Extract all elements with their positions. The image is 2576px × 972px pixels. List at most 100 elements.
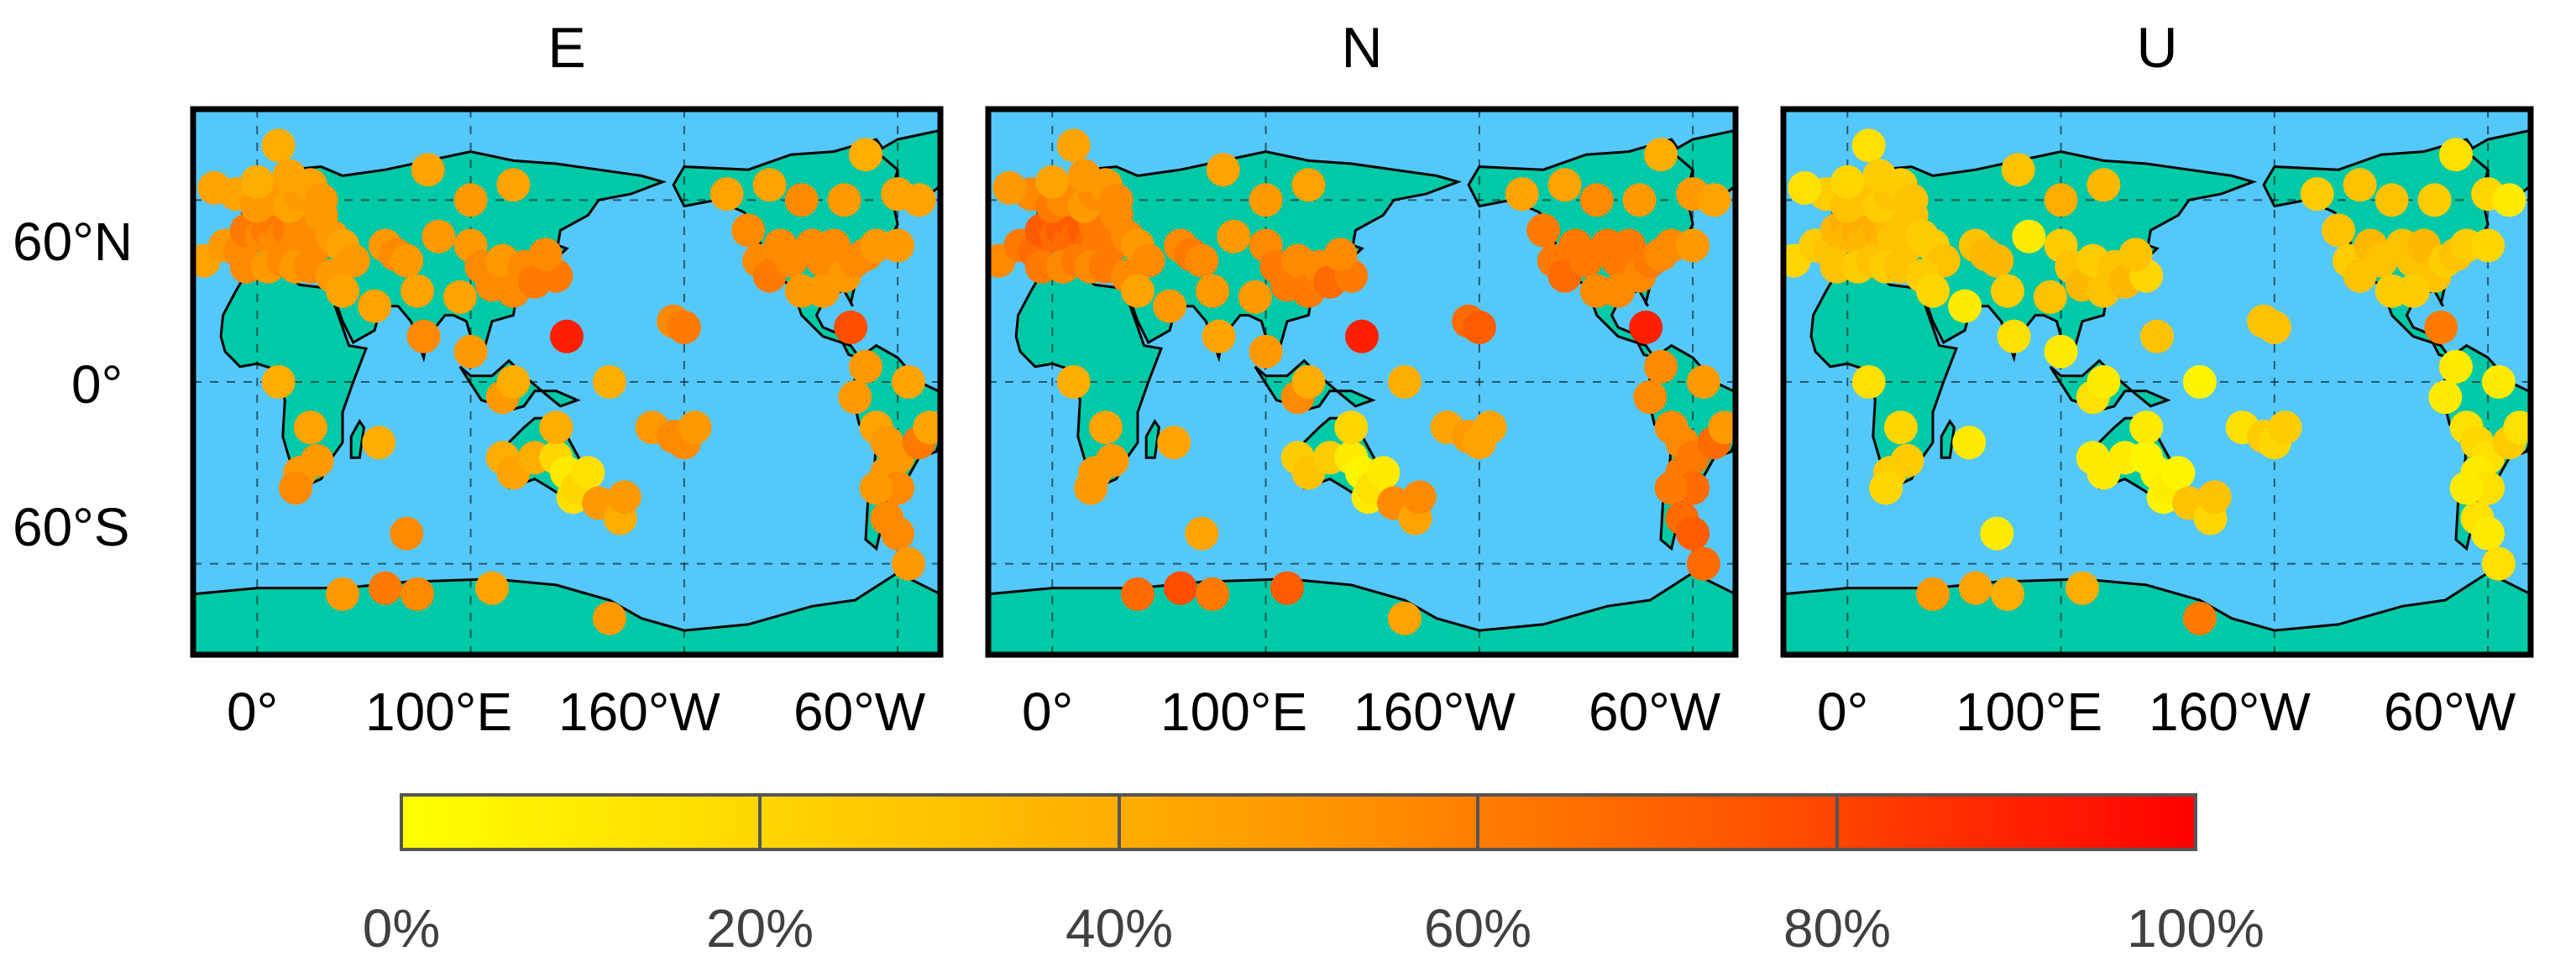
station-marker-e (834, 311, 868, 344)
station-marker-n (1708, 410, 1736, 445)
station-marker-u (2439, 138, 2473, 172)
station-marker-u (2129, 410, 2164, 445)
station-marker-n (1121, 274, 1154, 308)
station-marker-n (1676, 228, 1710, 263)
landmass-e-4 (874, 128, 940, 202)
station-marker-n (1153, 289, 1187, 323)
station-marker-e (881, 228, 915, 263)
station-marker-n (1644, 138, 1678, 172)
station-marker-e (197, 170, 232, 205)
station-marker-n (1185, 516, 1219, 551)
station-marker-n (1035, 165, 1070, 199)
station-marker-n (1121, 577, 1154, 611)
station-marker-n (1629, 311, 1663, 344)
station-marker-e (401, 274, 434, 308)
station-marker-e (859, 471, 893, 505)
station-marker-u (2044, 334, 2078, 368)
station-marker-u (2471, 516, 2505, 551)
x-tick-n-100e: 100°E (1160, 682, 1307, 742)
station-marker-u (2471, 228, 2505, 263)
station-marker-e (827, 183, 861, 217)
panel-title-u: U (2136, 16, 2177, 80)
station-marker-n (1088, 410, 1123, 445)
station-marker-u (2182, 365, 2217, 399)
station-marker-n (1099, 183, 1134, 217)
station-marker-n (1249, 183, 1283, 217)
station-marker-n (992, 170, 1027, 205)
station-marker-n (1196, 577, 1229, 611)
station-marker-n (1387, 365, 1422, 399)
station-marker-n (1291, 168, 1326, 202)
station-marker-u (2449, 471, 2484, 505)
station-marker-e (300, 443, 334, 478)
station-marker-e (326, 274, 359, 308)
station-marker-e (881, 516, 915, 551)
station-marker-u (1952, 426, 1987, 460)
station-marker-n (1163, 571, 1197, 605)
station-marker-u (2439, 349, 2473, 384)
x-tick-e-100e: 100°E (365, 682, 512, 742)
station-marker-n (1387, 601, 1422, 635)
x-tick-n-160w: 160°W (1353, 682, 1516, 742)
station-marker-e (368, 571, 402, 605)
station-marker-u (1991, 274, 2024, 308)
station-marker-u (2268, 410, 2302, 445)
station-marker-e (902, 183, 936, 217)
station-marker-u (1869, 471, 1903, 505)
colorbar-label-60: 60% (1424, 898, 1531, 959)
station-marker-u (2066, 571, 2099, 605)
station-marker-e (421, 219, 456, 253)
landmass-n-10 (1144, 419, 1160, 459)
station-marker-n (1157, 426, 1191, 460)
colorbar-ticks (758, 795, 1839, 849)
station-marker-n (1654, 471, 1689, 505)
station-marker-n (1526, 213, 1561, 248)
station-marker-e (709, 177, 744, 212)
station-marker-u (2086, 365, 2121, 399)
station-marker-e (592, 365, 626, 399)
station-marker-u (2428, 380, 2463, 415)
station-marker-u (2300, 177, 2334, 212)
station-marker-u (2197, 480, 2232, 515)
landmass-e-10 (349, 419, 365, 459)
station-marker-u (2033, 280, 2067, 314)
station-marker-e (496, 168, 531, 202)
station-marker-u (2322, 213, 2356, 248)
station-marker-e (304, 183, 338, 217)
station-marker-n (1270, 571, 1304, 605)
station-marker-u (2086, 168, 2121, 202)
station-marker-u (2503, 410, 2531, 445)
station-marker-e (326, 577, 359, 611)
station-marker-e (453, 334, 488, 368)
map-panel-n (988, 109, 1736, 655)
station-marker-n (1196, 274, 1229, 308)
x-tick-u-160w: 160°W (2149, 682, 2311, 742)
station-marker-e (362, 426, 396, 460)
station-marker-e (293, 410, 327, 445)
station-marker-e (261, 365, 296, 399)
station-marker-e (592, 601, 626, 635)
station-marker-n (1579, 183, 1614, 217)
station-marker-n (1202, 319, 1236, 353)
station-marker-u (2374, 183, 2409, 217)
station-marker-u (2396, 274, 2431, 308)
x-tick-u-0: 0° (1817, 682, 1868, 742)
station-marker-n (1074, 471, 1108, 505)
station-marker-n (1323, 238, 1358, 272)
station-marker-n (1473, 410, 1507, 445)
station-marker-e (891, 546, 925, 581)
station-marker-n (1622, 183, 1657, 217)
station-marker-n (1633, 380, 1668, 415)
station-marker-u (1958, 571, 1992, 605)
station-marker-e (406, 319, 441, 353)
station-marker-u (2161, 456, 2196, 490)
station-marker-u (1894, 183, 1929, 217)
station-marker-n (1249, 334, 1283, 368)
station-marker-n (1095, 443, 1129, 478)
station-marker-e (390, 516, 424, 551)
station-marker-e (731, 213, 766, 248)
x-tick-n-60w: 60°W (1589, 682, 1721, 742)
station-marker-e (752, 168, 787, 202)
station-marker-n (1644, 349, 1678, 384)
